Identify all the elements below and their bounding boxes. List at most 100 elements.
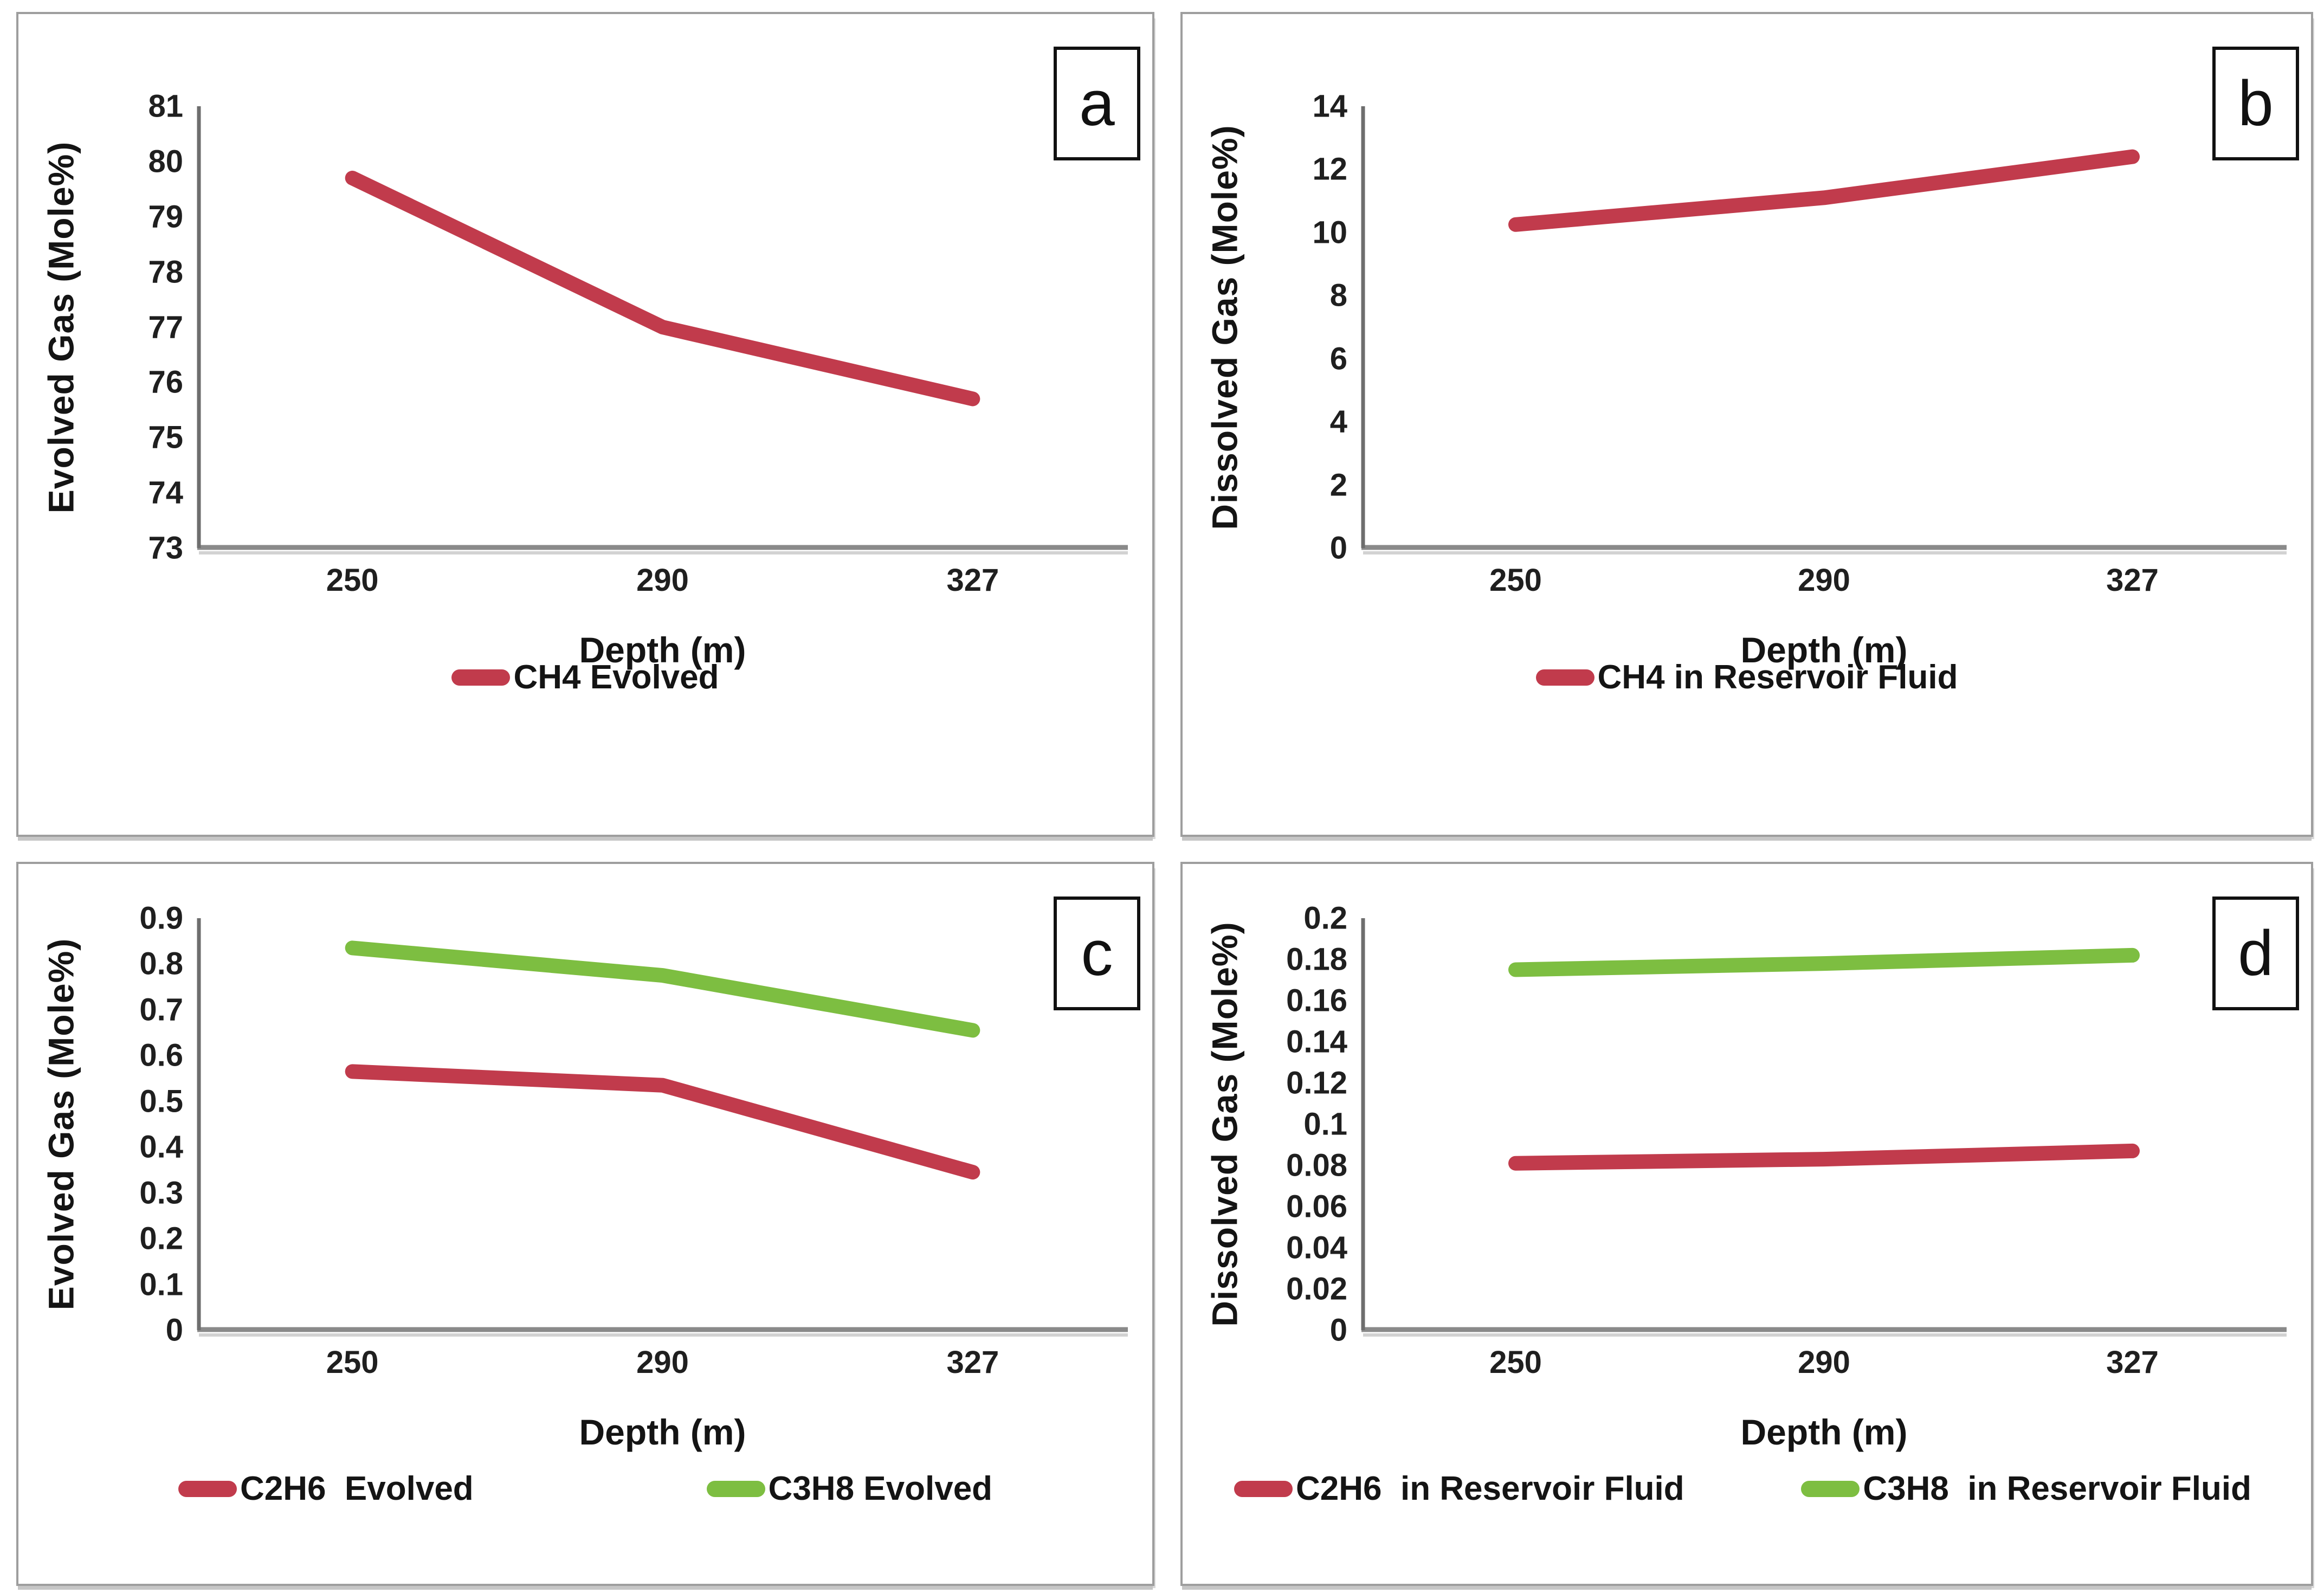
- panel-letter-box: a: [1054, 47, 1140, 160]
- panel-b: b Dissolved Gas (Mole%) 14 12 10 8 6 4 2 0 250 2…: [1180, 12, 2313, 837]
- legend-label: C2H6 in Reservoir Fluid: [1296, 1470, 1684, 1507]
- y-tick-label: 76: [148, 364, 183, 400]
- x-axis-title: Depth (m): [579, 1412, 746, 1452]
- y-tick-label: 0.16: [1286, 983, 1347, 1018]
- x-tick-label: 290: [1798, 563, 1850, 598]
- y-tick-label: 78: [148, 254, 183, 290]
- y-tick-label: 2: [1329, 467, 1347, 503]
- legend-swatch-red: [178, 1480, 237, 1497]
- series-line-ch4: [1508, 149, 2140, 232]
- y-tick-label: 74: [148, 475, 183, 511]
- legend: C2H6 in Reservoir Fluid C3H8 in Reservoir…: [1183, 1469, 2311, 1508]
- x-tick-label: 250: [1489, 563, 1542, 598]
- y-tick-label: 0.2: [1303, 900, 1347, 936]
- y-tick-label: 0.2: [139, 1221, 183, 1256]
- y-tick-label: 0.5: [139, 1084, 183, 1119]
- legend-entry: CH4 Evolved: [451, 658, 719, 696]
- y-tick-label: 0.18: [1286, 941, 1347, 977]
- series-line-c2h6: [345, 1064, 980, 1180]
- panel-letter: d: [2238, 918, 2274, 989]
- y-tick-label: 0.8: [139, 946, 183, 982]
- y-tick-label: 0.7: [139, 992, 183, 1028]
- y-tick-label: 0.08: [1286, 1147, 1347, 1183]
- y-tick-label: 0.4: [139, 1129, 183, 1165]
- panel-letter: c: [1081, 918, 1113, 989]
- y-tick-label: 0.14: [1286, 1024, 1347, 1060]
- panel-letter-box: b: [2212, 47, 2299, 160]
- panel-a: a Evolved Gas (Mole%) 81 80 79 78 77 76 75 74 73…: [16, 12, 1154, 837]
- legend-entry: C3H8 Evolved: [706, 1469, 993, 1508]
- x-tick-label: 290: [636, 563, 689, 598]
- legend-label: C3H8 Evolved: [768, 1470, 993, 1507]
- legend-label: CH4 in Reservoir Fluid: [1597, 659, 1958, 696]
- y-tick-labels: 0.9 0.8 0.7 0.6 0.5 0.4 0.3 0.2 0.1 0: [18, 901, 197, 1348]
- x-tick-label: 327: [2106, 1345, 2159, 1380]
- y-tick-label: 0.06: [1286, 1189, 1347, 1224]
- x-tick-labels: 250 290 327: [197, 562, 1128, 605]
- legend-label: C2H6 Evolved: [240, 1470, 474, 1507]
- y-tick-labels: 0.2 0.18 0.16 0.14 0.12 0.1 0.08 0.06 0.04 0.02 0: [1183, 901, 1361, 1348]
- y-tick-label: 6: [1329, 341, 1347, 377]
- x-axis-title: Depth (m): [579, 630, 746, 670]
- y-tick-label: 8: [1329, 278, 1347, 313]
- y-tick-label: 0: [1329, 1312, 1347, 1348]
- legend-label: C3H8 in Reservoir Fluid: [1863, 1470, 2251, 1507]
- legend-entry: CH4 in Reservoir Fluid: [1535, 658, 1958, 696]
- y-tick-label: 12: [1312, 151, 1347, 187]
- y-tick-label: 75: [148, 420, 183, 455]
- legend-entry: C2H6 Evolved: [178, 1469, 474, 1508]
- series-line-c2h6: [1508, 1143, 2140, 1171]
- plot-area: [197, 918, 1128, 1337]
- panel-letter-box: d: [2212, 897, 2299, 1010]
- y-tick-label: 0.1: [1303, 1106, 1347, 1142]
- x-tick-label: 250: [1489, 1345, 1542, 1380]
- legend-swatch-red: [451, 669, 511, 686]
- legend-swatch-red: [1234, 1480, 1293, 1497]
- panel-letter-box: c: [1054, 897, 1140, 1010]
- legend-entry: C2H6 in Reservoir Fluid: [1234, 1469, 1684, 1508]
- x-tick-labels: 250 290 327: [197, 1344, 1128, 1388]
- legend-swatch-green: [706, 1480, 765, 1497]
- y-tick-label: 77: [148, 309, 183, 345]
- x-tick-labels: 250 290 327: [1361, 562, 2287, 605]
- y-tick-label: 80: [148, 144, 183, 179]
- x-tick-labels: 250 290 327: [1361, 1344, 2287, 1388]
- panel-letter: a: [1079, 68, 1115, 139]
- x-tick-label: 290: [1798, 1345, 1850, 1380]
- y-tick-label: 14: [1312, 88, 1347, 124]
- y-tick-label: 0.04: [1286, 1230, 1347, 1266]
- legend-label: CH4 Evolved: [513, 659, 719, 696]
- x-tick-label: 327: [2106, 563, 2159, 598]
- x-tick-label: 250: [326, 1345, 379, 1380]
- legend-entry: C3H8 in Reservoir Fluid: [1801, 1469, 2251, 1508]
- legend: CH4 Evolved: [18, 658, 1152, 696]
- y-tick-label: 4: [1329, 404, 1347, 440]
- y-tick-labels: 14 12 10 8 6 4 2 0: [1183, 89, 1361, 566]
- y-tick-label: 0.12: [1286, 1065, 1347, 1101]
- legend-swatch-green: [1801, 1480, 1860, 1497]
- panel-c: c Evolved Gas (Mole%) 0.9 0.8 0.7 0.6 0.5 0.4…: [16, 862, 1154, 1586]
- y-tick-label: 79: [148, 199, 183, 235]
- panel-letter: b: [2238, 68, 2274, 139]
- legend: C2H6 Evolved C3H8 Evolved: [18, 1469, 1152, 1508]
- x-axis-title: Depth (m): [1740, 630, 1908, 670]
- y-tick-label: 0.3: [139, 1175, 183, 1211]
- series-line-c3h8: [1508, 947, 2140, 977]
- legend-swatch-red: [1535, 669, 1594, 686]
- panel-d: d Dissolved Gas (Mole%) 0.2 0.18 0.16 0.14 0…: [1180, 862, 2313, 1586]
- plot-area: [1361, 106, 2287, 554]
- plot-area: [197, 106, 1128, 554]
- y-tick-label: 0: [1329, 530, 1347, 566]
- plot-area: [1361, 918, 2287, 1337]
- x-tick-label: 250: [326, 563, 379, 598]
- x-tick-label: 327: [946, 563, 999, 598]
- y-tick-label: 81: [148, 88, 183, 124]
- legend: CH4 in Reservoir Fluid: [1183, 658, 2311, 696]
- y-tick-label: 0.1: [139, 1267, 183, 1302]
- x-axis-title: Depth (m): [1740, 1412, 1908, 1452]
- y-tick-label: 0: [165, 1312, 183, 1348]
- x-tick-label: 290: [636, 1345, 689, 1380]
- y-tick-label: 73: [148, 530, 183, 566]
- x-tick-label: 327: [946, 1345, 999, 1380]
